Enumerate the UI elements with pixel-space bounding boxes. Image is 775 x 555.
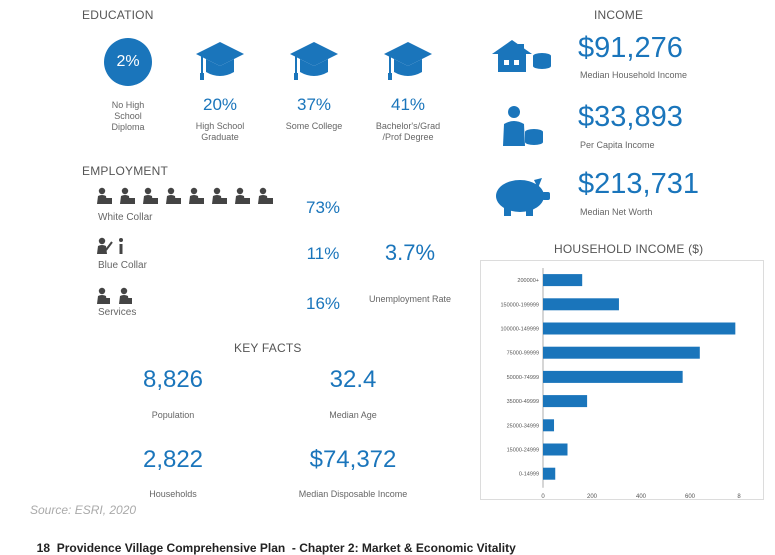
category-label: 100000-149999 bbox=[500, 327, 539, 333]
category-label: 35000-49999 bbox=[507, 399, 539, 405]
office-worker-icon bbox=[97, 187, 273, 204]
employment-heading: EMPLOYMENT bbox=[82, 164, 169, 178]
unemployment-value: 3.7% bbox=[384, 240, 436, 265]
households-value: 2,822 bbox=[142, 446, 204, 473]
disposable-income-label: Median Disposable Income bbox=[298, 489, 408, 499]
chart-title: HOUSEHOLD INCOME ($) bbox=[554, 242, 704, 256]
bachelors-value: 41% bbox=[390, 95, 426, 114]
bachelors-label: Bachelor's/Grad /Prof Degree bbox=[375, 121, 441, 142]
person-coins-icon bbox=[503, 106, 543, 146]
median-age-label: Median Age bbox=[329, 410, 377, 420]
bar bbox=[543, 419, 555, 432]
house-coins-icon bbox=[492, 40, 551, 72]
household-income-chart: 200000+ 150000-199999 100000-149999 75000-9… bbox=[500, 268, 741, 498]
source-note: Source: ESRI, 2020 bbox=[30, 503, 137, 517]
category-label: 150000-199999 bbox=[500, 302, 539, 308]
income-heading: INCOME bbox=[594, 8, 644, 22]
services-label: Services bbox=[98, 307, 137, 318]
blue-collar-label: Blue Collar bbox=[98, 260, 147, 271]
worker-icon bbox=[97, 237, 123, 254]
category-label: 25000-34999 bbox=[507, 423, 539, 429]
category-label: 15000-24999 bbox=[507, 448, 539, 454]
white-collar-label: White Collar bbox=[98, 212, 153, 223]
x-tick-label: 200 bbox=[587, 494, 598, 498]
median-household-income-label: Median Household Income bbox=[580, 70, 688, 80]
page-number: 18 bbox=[36, 541, 51, 555]
hs-grad-value: 20% bbox=[202, 95, 238, 114]
no-diploma-value: 2% bbox=[116, 53, 140, 70]
graduation-cap-icon bbox=[196, 42, 244, 80]
service-worker-icon bbox=[97, 287, 132, 304]
per-capita-income-label: Per Capita Income bbox=[580, 140, 655, 150]
bar bbox=[543, 467, 556, 480]
some-college-label: Some College bbox=[285, 121, 343, 131]
bar bbox=[543, 274, 583, 287]
no-diploma-circle: 2% bbox=[104, 38, 152, 86]
households-label: Households bbox=[149, 489, 197, 499]
services-value: 16% bbox=[305, 294, 341, 313]
education-heading: EDUCATION bbox=[82, 8, 154, 22]
bar bbox=[543, 298, 619, 311]
bar bbox=[543, 443, 568, 456]
category-label: 50000-74999 bbox=[507, 375, 539, 381]
white-collar-value: 73% bbox=[305, 198, 341, 217]
unemployment-label: Unemployment Rate bbox=[368, 294, 452, 304]
bar bbox=[543, 395, 588, 408]
x-tick-label: 400 bbox=[636, 494, 647, 498]
footer-text: Providence Village Comprehensive Plan - … bbox=[56, 541, 516, 555]
x-tick-label: 8 bbox=[737, 494, 741, 498]
blue-collar-value: 11% bbox=[306, 244, 340, 263]
population-value: 8,826 bbox=[142, 366, 204, 393]
median-household-income-value: $91,276 bbox=[578, 32, 683, 64]
x-tick-label: 0 bbox=[541, 494, 545, 498]
x-tick-label: 600 bbox=[685, 494, 696, 498]
net-worth-label: Median Net Worth bbox=[580, 207, 653, 217]
bar bbox=[543, 370, 683, 383]
key-facts-heading: KEY FACTS bbox=[234, 341, 302, 355]
bar bbox=[543, 346, 700, 359]
net-worth-value: $213,731 bbox=[578, 168, 699, 200]
no-diploma-label: No High School Diploma bbox=[111, 100, 145, 132]
page-footer: 18 Providence Village Comprehensive Plan… bbox=[30, 527, 516, 555]
population-label: Population bbox=[151, 410, 195, 420]
category-label: 200000+ bbox=[517, 278, 539, 284]
disposable-income-value: $74,372 bbox=[309, 446, 397, 473]
graduation-cap-icon bbox=[290, 42, 338, 80]
chart-frame bbox=[480, 260, 764, 500]
graduation-cap-icon bbox=[384, 42, 432, 80]
median-age-value: 32.4 bbox=[329, 366, 377, 393]
bar bbox=[543, 322, 736, 335]
per-capita-income-value: $33,893 bbox=[578, 101, 683, 133]
hs-grad-label: High School Graduate bbox=[195, 121, 245, 142]
some-college-value: 37% bbox=[296, 95, 332, 114]
piggy-bank-icon bbox=[496, 178, 550, 216]
category-label: 0-14999 bbox=[519, 472, 539, 478]
white-collar-icons bbox=[96, 186, 276, 206]
category-label: 75000-99999 bbox=[507, 351, 539, 357]
